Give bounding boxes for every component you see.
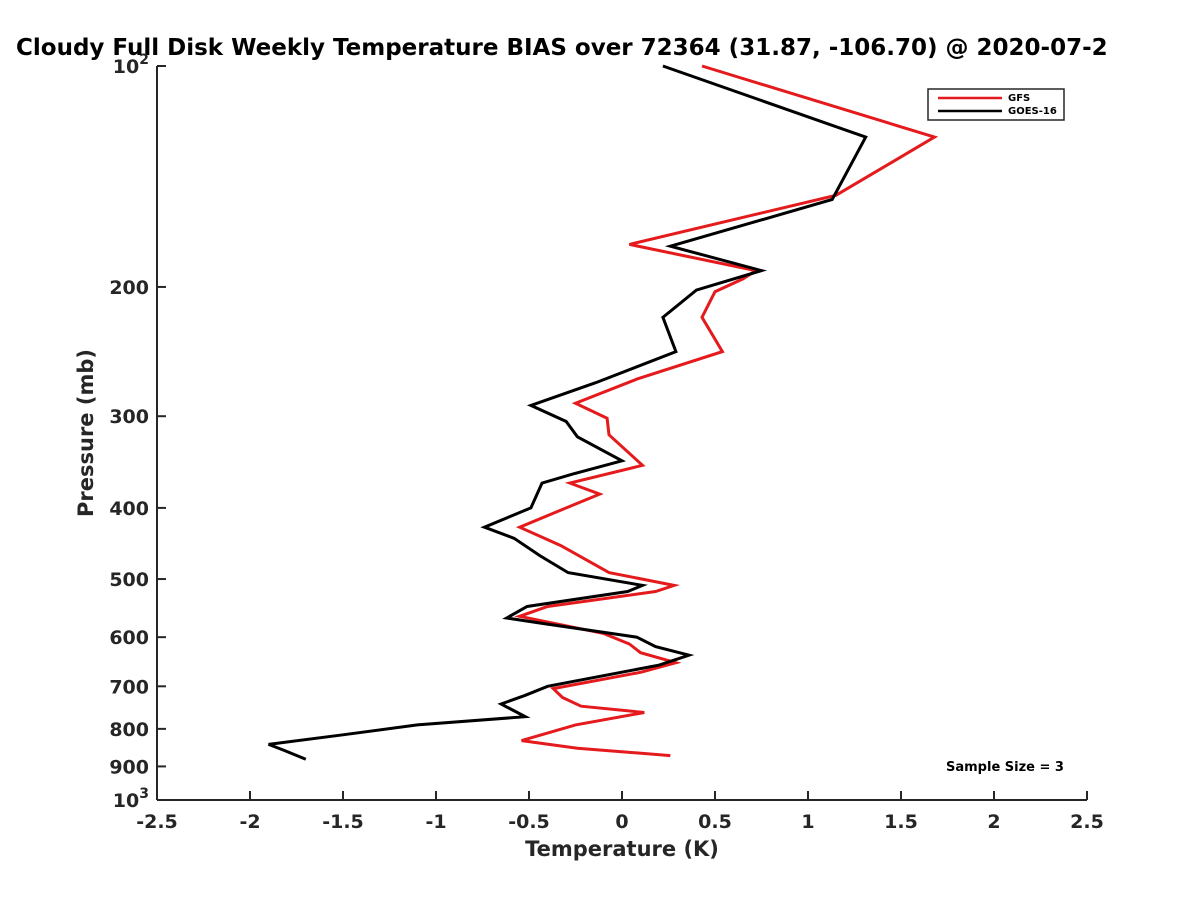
y-tick-exponent: 3 [139, 786, 149, 802]
x-tick-label: 2 [987, 811, 1000, 833]
x-tick-label: -1 [425, 811, 446, 833]
y-tick-base: 10 [113, 56, 139, 78]
plot-area: -2.5 -2 -1.5 -1 -0.5 0 0.5 1 1.5 2 2.5 10220030040… [109, 52, 1104, 833]
y-tick-base: 10 [113, 790, 139, 812]
x-tick-label: 0.5 [698, 811, 732, 833]
y-tick-label: 200 [109, 277, 149, 299]
x-axis-ticks: -2.5 -2 -1.5 -1 -0.5 0 0.5 1 1.5 2 2.5 [136, 791, 1104, 833]
y-tick-label: 102 [113, 52, 149, 78]
y-tick-label: 700 [109, 676, 149, 698]
series-line-goes16 [268, 64, 868, 761]
x-tick-label: 0 [615, 811, 628, 833]
y-tick-label: 900 [109, 756, 149, 778]
y-tick-label: 500 [109, 569, 149, 591]
y-tick-exponent: 2 [139, 52, 149, 68]
y-tick-label: 300 [109, 406, 149, 428]
legend-label-goes16: GOES-16 [1008, 106, 1057, 117]
sample-size-annotation: Sample Size = 3 [946, 760, 1064, 775]
x-tick-label: 1.5 [884, 811, 918, 833]
series-layer [268, 64, 939, 761]
x-tick-label: -1.5 [322, 811, 364, 833]
y-axis-label: Pressure (mb) [74, 349, 98, 517]
y-tick-label: 400 [109, 498, 149, 520]
legend: GFS GOES-16 [927, 88, 1065, 121]
x-tick-label: -2.5 [136, 811, 178, 833]
legend-label-gfs: GFS [1008, 93, 1030, 104]
legend-box [927, 88, 1065, 121]
x-tick-label: -2 [239, 811, 260, 833]
chart-title: Cloudy Full Disk Weekly Temperature BIAS… [16, 35, 1108, 61]
series-line-gfs [514, 64, 939, 758]
x-tick-label: 1 [801, 811, 814, 833]
y-tick-label: 800 [109, 719, 149, 741]
x-axis-label: Temperature (K) [525, 837, 719, 861]
y-tick-label: 103 [113, 786, 149, 812]
x-tick-label: -0.5 [508, 811, 550, 833]
y-tick-label: 600 [109, 627, 149, 649]
x-tick-label: 2.5 [1070, 811, 1104, 833]
